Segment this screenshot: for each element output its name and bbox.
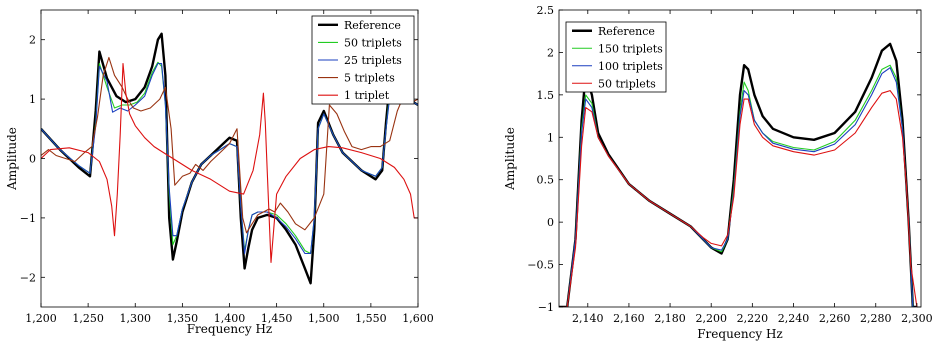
legend-entry: 100 triplets: [598, 60, 663, 73]
legend-entry: 50 triplets: [598, 77, 656, 90]
x-tick-label: 1,250: [72, 312, 104, 325]
y-axis-label: Amplitude: [5, 127, 19, 191]
legend: Reference 150 triplets 100 triplets 50 trip…: [565, 21, 667, 93]
plot-frame: [558, 9, 922, 308]
y-tick-label: 0.5: [537, 174, 555, 187]
x-axis-label: Frequency Hz: [187, 322, 273, 336]
series-group: [41, 32, 418, 285]
legend-entry: Reference: [344, 19, 401, 32]
series-line-4: [559, 90, 918, 307]
legend-entry: 50 triplets: [344, 36, 402, 49]
series-group: [559, 42, 918, 307]
legend-entry: 1 triplet: [344, 89, 390, 102]
x-tick-label: 2,280: [860, 312, 892, 325]
y-tick-label: 1: [547, 131, 554, 144]
x-tick-label: 2,180: [654, 312, 686, 325]
x-tick-label: 2,220: [737, 312, 769, 325]
x-tick-label: 1,200: [25, 312, 57, 325]
y-tick-label: 1.5: [537, 89, 555, 102]
series-line-5: [41, 62, 418, 263]
x-tick-label: 2,300: [901, 312, 933, 325]
legend-entry: 150 triplets: [598, 42, 663, 55]
series-line-1: [559, 42, 917, 307]
y-tick-label: 0: [547, 216, 554, 229]
x-tick-label: 1,450: [261, 312, 293, 325]
series-line-2: [559, 64, 917, 307]
x-tick-label: 2,140: [572, 312, 604, 325]
y-tick-label: 0: [29, 153, 36, 166]
y-tick-label: −0.5: [527, 259, 554, 272]
y-tick-label: 1: [29, 93, 36, 106]
legend-entry: 5 triplets: [344, 72, 395, 85]
x-tick-label: 2,240: [778, 312, 810, 325]
x-tick-label: 2,260: [819, 312, 851, 325]
y-tick-label: 2: [29, 34, 36, 47]
x-tick-label: 1,300: [120, 312, 152, 325]
x-tick-label: 1,500: [308, 312, 340, 325]
chart-1: 1,200 1,250 1,300 1,350 1,400 1,450 1,500 1,550…: [5, 9, 434, 336]
legend-box: [565, 21, 667, 93]
x-tick-label: 1,350: [167, 312, 199, 325]
x-axis-label: Frequency Hz: [697, 327, 783, 341]
chart-2: 2,140 2,160 2,180 2,200 2,220 2,240 2,260 2,280…: [503, 4, 933, 341]
y-tick-label: −2: [20, 271, 36, 284]
x-tick-label: 2,160: [613, 312, 645, 325]
series-line-4: [41, 56, 418, 234]
y-tick-label: 2.5: [537, 4, 555, 17]
x-tick-label: 1,550: [355, 312, 387, 325]
y-tick-label: 2: [547, 46, 554, 59]
x-tick-label: 1,400: [214, 312, 246, 325]
x-tick-label: 1,600: [402, 312, 434, 325]
legend-entry: Reference: [598, 25, 655, 38]
legend-entry: 25 triplets: [344, 54, 402, 67]
y-tick-label: −1: [20, 212, 36, 225]
x-tick-label: 2,200: [695, 312, 727, 325]
y-tick-label: −1: [538, 301, 554, 314]
series-line-3: [559, 67, 917, 307]
y-axis-label: Amplitude: [503, 127, 517, 191]
legend: Reference 50 triplets 25 triplets 5 triplet…: [311, 15, 415, 105]
